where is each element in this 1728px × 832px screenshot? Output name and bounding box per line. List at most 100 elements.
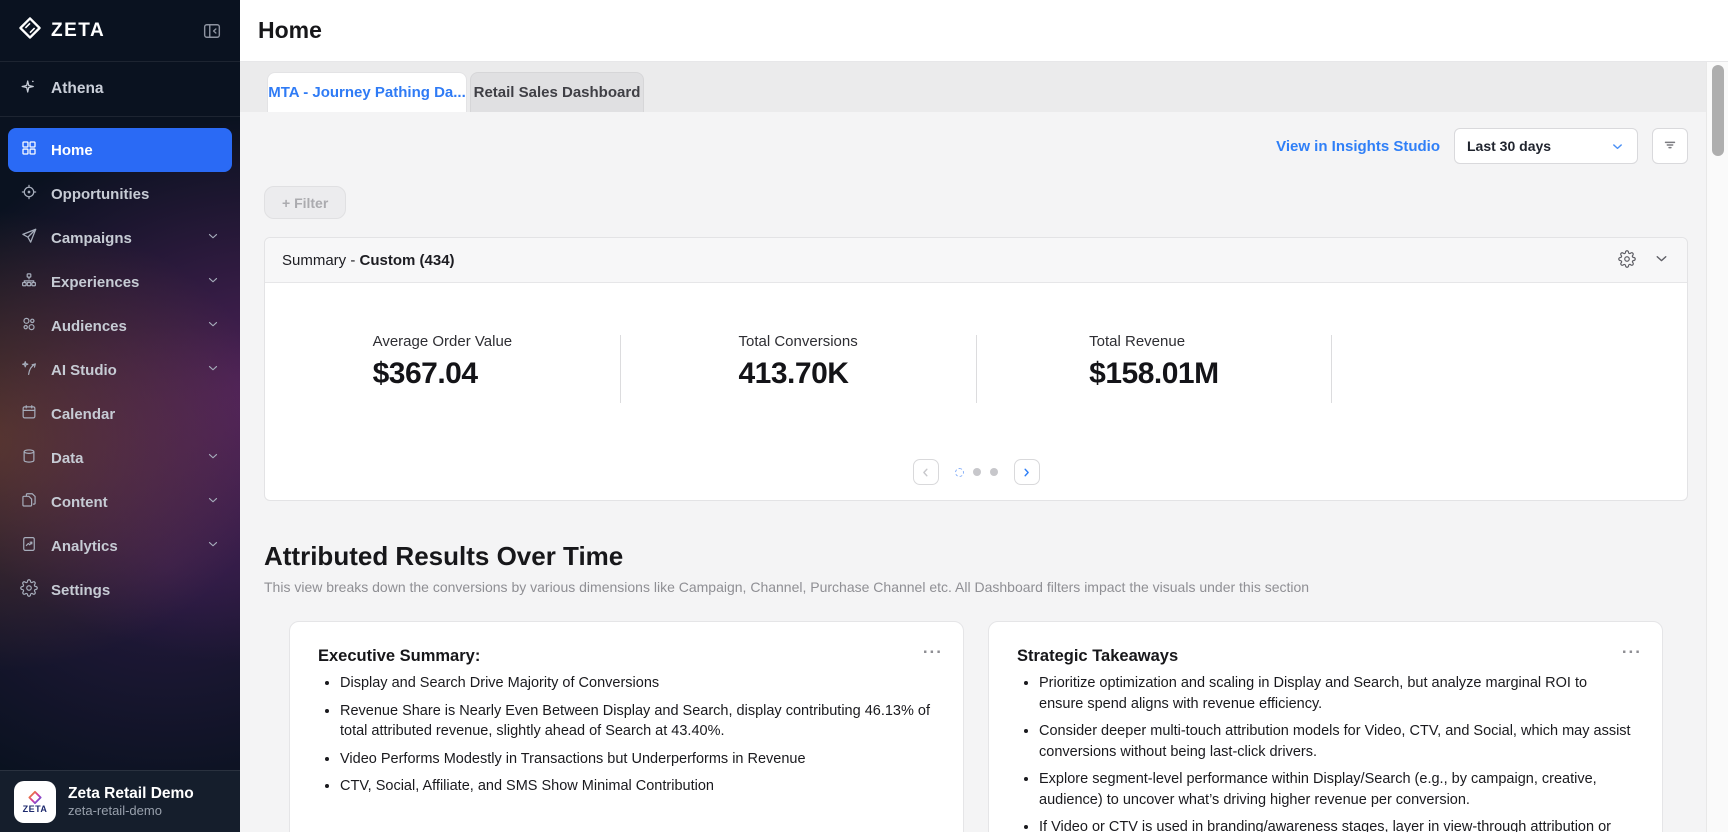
zeta-logo: ZETA xyxy=(18,16,105,45)
sidebar-item-label: Settings xyxy=(51,581,111,599)
chevron-down-icon xyxy=(1653,250,1670,270)
metric-label: Total Revenue xyxy=(1089,333,1186,350)
section-title: Attributed Results Over Time xyxy=(264,541,624,571)
metric-divider xyxy=(1331,335,1333,403)
dashboard-tabbar: MTA - Journey Pathing Da... Retail Sales… xyxy=(240,62,1728,112)
sidebar-item-calendar[interactable]: Calendar xyxy=(8,392,232,436)
metric-total-conversions: Total Conversions 413.70K xyxy=(621,333,976,403)
avatar-zeta-text: ZETA xyxy=(22,803,48,814)
sidebar-item-label: Campaigns xyxy=(51,229,132,247)
add-filter-button[interactable]: + Filter xyxy=(264,186,347,219)
date-range-value: Last 30 days xyxy=(1467,138,1552,154)
dashboard-content: View in Insights Studio Last 30 days + F… xyxy=(240,112,1728,832)
dashboard-filter-button[interactable] xyxy=(1652,128,1688,164)
chevron-down-icon xyxy=(206,229,220,247)
insight-cards-row: ... Executive Summary: Display and Searc… xyxy=(289,621,1663,832)
sidebar-item-label: Calendar xyxy=(51,405,116,423)
calendar-icon xyxy=(20,403,38,425)
summary-settings-button[interactable] xyxy=(1618,249,1636,271)
metric-total-revenue: Total Revenue $158.01M xyxy=(977,333,1332,403)
view-in-insights-studio-link[interactable]: View in Insights Studio xyxy=(1276,137,1440,155)
pages-icon xyxy=(20,491,38,513)
summary-metrics: Average Order Value $367.04 Total Conver… xyxy=(265,283,1687,403)
home-grid-icon xyxy=(20,139,38,161)
athena-sparkle-icon xyxy=(19,77,38,101)
metric-divider xyxy=(619,335,621,403)
carousel-dot[interactable] xyxy=(972,468,981,476)
dashboard-toolbar: View in Insights Studio Last 30 days xyxy=(264,127,1688,165)
tab-retail-sales-dashboard[interactable]: Retail Sales Dashboard xyxy=(470,72,644,112)
sidebar-item-label: Audiences xyxy=(51,317,127,335)
sidebar-item-settings[interactable]: Settings xyxy=(8,568,232,612)
chevron-down-icon xyxy=(206,317,220,335)
send-icon xyxy=(20,227,38,249)
scrollbar-thumb[interactable] xyxy=(1712,65,1724,156)
doc-chart-icon xyxy=(20,535,38,557)
collapse-sidebar-button[interactable] xyxy=(202,21,222,41)
date-range-select[interactable]: Last 30 days xyxy=(1454,128,1638,164)
account-switcher[interactable]: ZETA Zeta Retail Demo zeta-retail-demo xyxy=(0,770,240,832)
more-options-button[interactable]: ... xyxy=(922,638,943,657)
sidebar-item-experiences[interactable]: Experiences xyxy=(8,260,232,304)
account-avatar: ZETA xyxy=(14,780,56,823)
card-title: Executive Summary: xyxy=(318,647,481,665)
carousel-dots xyxy=(954,467,998,477)
bullet-item: Revenue Share is Nearly Even Between Dis… xyxy=(340,701,935,742)
section-subtitle: This view breaks down the conversions by… xyxy=(264,579,1310,595)
summary-card: Summary - Custom (434) xyxy=(264,237,1688,501)
sidebar-item-home[interactable]: Home xyxy=(8,128,232,172)
sitemap-icon xyxy=(20,271,38,293)
sidebar-item-content[interactable]: Content xyxy=(8,480,232,524)
carousel-dot[interactable] xyxy=(989,468,998,476)
content-scrollbar[interactable] xyxy=(1706,62,1728,832)
sidebar-item-label: Data xyxy=(51,449,84,467)
summary-card-header: Summary - Custom (434) xyxy=(265,238,1687,283)
account-info: Zeta Retail Demo zeta-retail-demo xyxy=(68,784,194,820)
metric-value: $158.01M xyxy=(1089,357,1219,390)
sidebar-item-data[interactable]: Data xyxy=(8,436,232,480)
tab-mta-journey-pathing[interactable]: MTA - Journey Pathing Da... xyxy=(267,72,467,112)
metric-label: Average Order Value xyxy=(372,333,513,350)
sidebar-item-campaigns[interactable]: Campaigns xyxy=(8,216,232,260)
chevron-down-icon xyxy=(206,273,220,291)
chevron-down-icon xyxy=(206,493,220,511)
more-options-button[interactable]: ... xyxy=(1621,638,1642,657)
executive-summary-card: ... Executive Summary: Display and Searc… xyxy=(289,621,964,832)
sidebar-item-label: Opportunities xyxy=(51,185,150,203)
sidebar-item-label: AI Studio xyxy=(51,361,117,379)
audience-circles-icon xyxy=(20,315,38,337)
sidebar-item-label: Home xyxy=(51,141,93,159)
sidebar-item-athena[interactable]: Athena xyxy=(0,62,240,117)
metric-value: 413.70K xyxy=(738,357,849,390)
ai-sparkle-pen-icon xyxy=(20,359,38,381)
bullet-item: Video Performs Modestly in Transactions … xyxy=(340,749,935,770)
gear-icon xyxy=(1618,249,1636,271)
metric-label: Total Conversions xyxy=(738,333,858,350)
card-title: Strategic Takeaways xyxy=(1017,647,1179,665)
page-title: Home xyxy=(258,17,322,43)
bullet-list: Prioritize optimization and scaling in D… xyxy=(1017,673,1634,832)
chevron-down-icon xyxy=(206,537,220,555)
sidebar-item-label: Athena xyxy=(51,80,104,97)
summary-card-body: Average Order Value $367.04 Total Conver… xyxy=(265,283,1687,500)
gear-icon xyxy=(20,579,38,601)
strategic-takeaways-card: ... Strategic Takeaways Prioritize optim… xyxy=(988,621,1663,832)
sidebar-item-label: Analytics xyxy=(51,537,118,555)
bullet-item: If Video or CTV is used in branding/awar… xyxy=(1039,817,1634,832)
bullet-item: Explore segment-level performance within… xyxy=(1039,769,1634,810)
sidebar-item-label: Experiences xyxy=(51,273,140,291)
sidebar-item-audiences[interactable]: Audiences xyxy=(8,304,232,348)
carousel-dot-active[interactable] xyxy=(954,467,964,477)
sidebar-item-ai-studio[interactable]: AI Studio xyxy=(8,348,232,392)
summary-collapse-button[interactable] xyxy=(1653,250,1670,270)
summary-card-actions xyxy=(1618,249,1670,271)
sidebar-item-analytics[interactable]: Analytics xyxy=(8,524,232,568)
carousel-prev-button[interactable] xyxy=(912,459,939,485)
sidebar-item-opportunities[interactable]: Opportunities xyxy=(8,172,232,216)
carousel-next-button[interactable] xyxy=(1013,459,1040,485)
bullet-item: CTV, Social, Affiliate, and SMS Show Min… xyxy=(340,776,935,797)
chevron-down-icon xyxy=(206,449,220,467)
summary-card-title: Summary - Custom (434) xyxy=(282,251,455,269)
page-header: Home xyxy=(240,0,1728,62)
